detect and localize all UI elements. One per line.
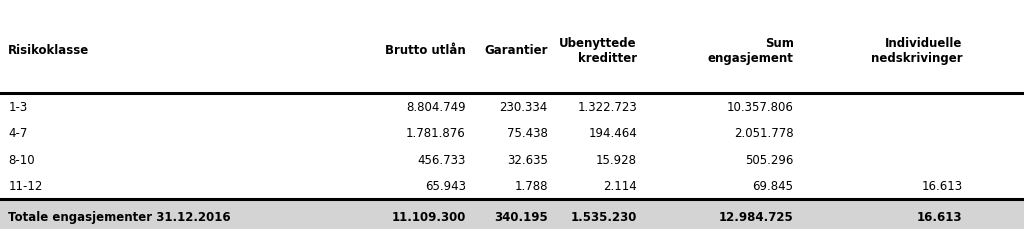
Text: 456.733: 456.733 [418,153,466,166]
Text: Risikoklasse: Risikoklasse [8,44,89,57]
Text: 1.322.723: 1.322.723 [578,101,637,114]
Text: 4-7: 4-7 [8,127,28,140]
Text: 10.357.806: 10.357.806 [727,101,794,114]
Text: Sum
engasjement: Sum engasjement [708,36,794,64]
Text: 194.464: 194.464 [588,127,637,140]
Text: 8-10: 8-10 [8,153,35,166]
Bar [0,199,1024,229]
Text: Totale engasjementer 31.12.2016: Totale engasjementer 31.12.2016 [8,210,230,224]
Text: Garantier: Garantier [484,44,548,57]
Text: 75.438: 75.438 [507,127,548,140]
Text: Ubenyttede
kreditter: Ubenyttede kreditter [559,36,637,64]
Text: 8.804.749: 8.804.749 [407,101,466,114]
Text: 11-12: 11-12 [8,180,43,193]
Text: 1-3: 1-3 [8,101,28,114]
Text: 340.195: 340.195 [495,210,548,224]
Text: 505.296: 505.296 [745,153,794,166]
Text: 1.781.876: 1.781.876 [407,127,466,140]
Text: 230.334: 230.334 [500,101,548,114]
Text: 12.984.725: 12.984.725 [719,210,794,224]
Text: 69.845: 69.845 [753,180,794,193]
Text: 2.114: 2.114 [603,180,637,193]
Text: 16.613: 16.613 [922,180,963,193]
Text: 1.788: 1.788 [514,180,548,193]
Text: 1.535.230: 1.535.230 [570,210,637,224]
Text: 2.051.778: 2.051.778 [734,127,794,140]
Text: 11.109.300: 11.109.300 [391,210,466,224]
Text: Brutto utlån: Brutto utlån [385,44,466,57]
Text: Individuelle
nedskrivinger: Individuelle nedskrivinger [871,36,963,64]
Text: 16.613: 16.613 [918,210,963,224]
Text: 15.928: 15.928 [596,153,637,166]
Text: 32.635: 32.635 [507,153,548,166]
Text: 65.943: 65.943 [425,180,466,193]
